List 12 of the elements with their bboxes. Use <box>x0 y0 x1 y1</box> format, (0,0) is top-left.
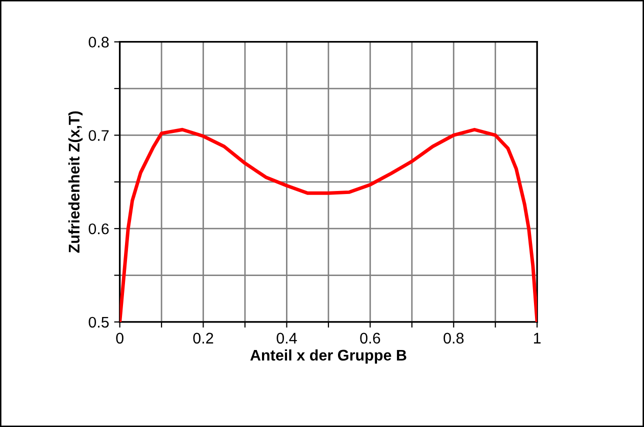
x-tick-label: 1 <box>534 332 541 344</box>
x-tick-label: 0.2 <box>193 332 214 344</box>
x-tick-label: 0.8 <box>444 332 464 344</box>
y-tick-label: 0.7 <box>88 130 109 141</box>
x-tick-label: 0 <box>116 332 124 344</box>
x-tick-label: 0.4 <box>276 332 297 344</box>
y-tick-label: 0.6 <box>88 223 109 234</box>
y-tick-label: 0.5 <box>88 316 109 328</box>
x-tick-label: 0.6 <box>360 332 380 344</box>
y-axis-title: Zufriedenheit Z(x,T) <box>68 111 83 253</box>
x-axis-title: Anteil x der Gruppe B <box>250 349 406 364</box>
y-tick-label: 0.8 <box>88 36 109 48</box>
